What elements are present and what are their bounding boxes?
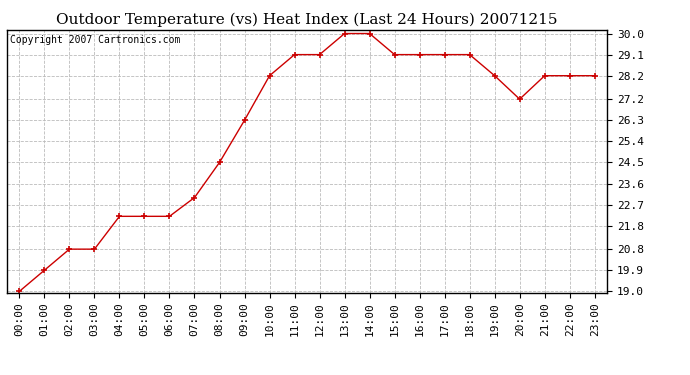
Title: Outdoor Temperature (vs) Heat Index (Last 24 Hours) 20071215: Outdoor Temperature (vs) Heat Index (Las… (57, 13, 558, 27)
Text: Copyright 2007 Cartronics.com: Copyright 2007 Cartronics.com (10, 35, 180, 45)
